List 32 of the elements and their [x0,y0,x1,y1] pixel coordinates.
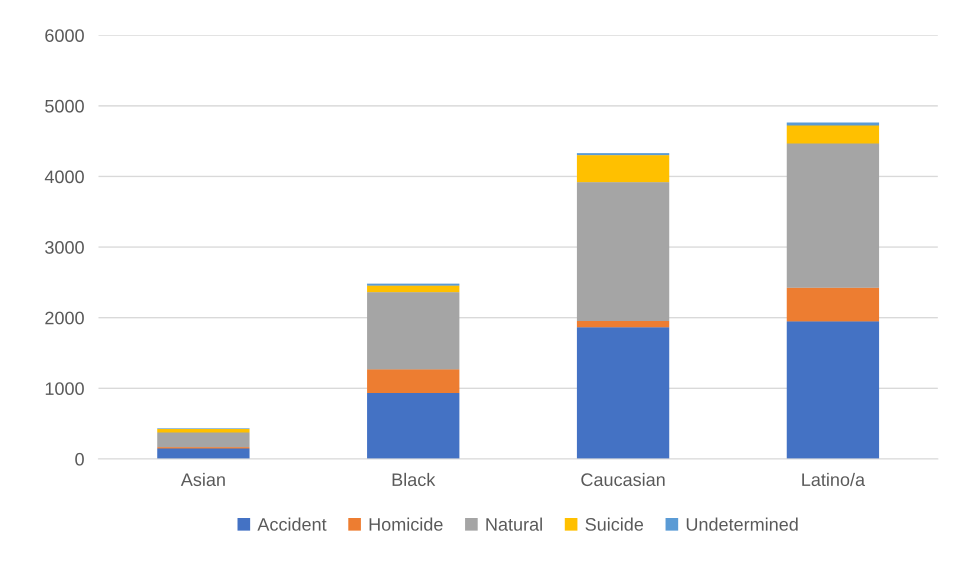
bar [786,122,880,126]
bar [786,126,880,144]
bar [576,327,670,459]
y-tick-label: 0 [75,452,84,466]
bar [367,292,460,370]
bar [786,288,880,322]
y-tick-label: 2000 [45,312,84,324]
bar [367,392,460,459]
x-tick-label: Asian [180,472,225,486]
y-tick-label: 3000 [45,241,84,254]
legend-label: Natural [486,518,542,531]
legend-label: Homicide [370,518,443,531]
x-tick-label: Latino/a [802,472,866,486]
y-tick-label: 4000 [44,170,84,184]
y-tick-label: 6000 [45,29,84,42]
bar [157,428,250,432]
bar [157,432,250,448]
legend-label: Suicide [585,518,644,531]
x-tick-label: Black [392,472,436,486]
bar [786,321,880,459]
bar [786,144,880,288]
bar [576,182,670,322]
bar [576,155,670,182]
y-tick-label: 5000 [45,100,84,113]
legend-label: Accident [257,518,326,531]
bar [367,286,460,292]
y-tick-label: 1000 [46,382,84,396]
x-tick-label: Caucasian [581,472,665,486]
legend-label: Undetermined [686,518,798,531]
bar [157,448,250,459]
bar [367,369,460,393]
bar [576,321,670,328]
